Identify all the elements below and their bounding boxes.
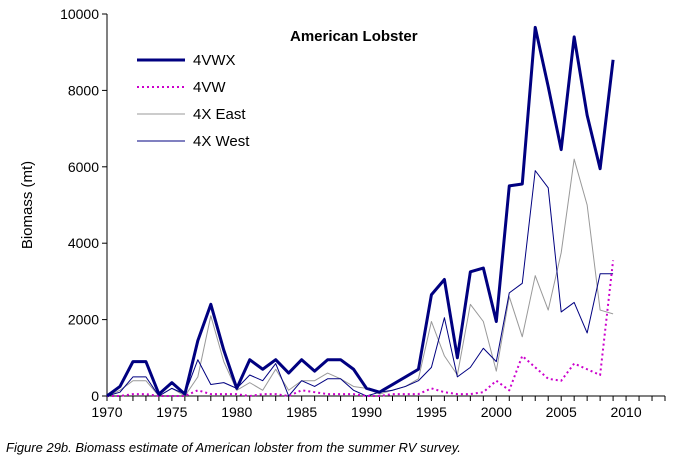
series-line-4x-west xyxy=(106,170,614,397)
x-tick-label: 2000 xyxy=(481,404,512,420)
y-tick-label: 10000 xyxy=(60,6,99,22)
legend-label-4vwx: 4VWX xyxy=(193,52,236,69)
legend-label-4vw: 4VW xyxy=(193,79,226,96)
legend: 4VWX 4VW 4X East 4X West xyxy=(137,52,250,150)
chart-title: American Lobster xyxy=(290,28,418,45)
series-line-4vw xyxy=(107,260,615,397)
x-tick-label: 1970 xyxy=(91,404,122,420)
series-layer xyxy=(106,25,615,398)
figure-caption: Figure 29b. Biomass estimate of American… xyxy=(6,440,461,455)
legend-label-4x-west: 4X West xyxy=(193,133,250,150)
y-tick-label: 2000 xyxy=(68,312,99,328)
x-tick-label: 1980 xyxy=(221,404,252,420)
axes: 0 2000 4000 6000 8000 10000 1970 1975 1980 1985 19… xyxy=(60,6,666,420)
y-tick-label: 8000 xyxy=(68,82,99,98)
x-tick-label: 2010 xyxy=(610,404,641,420)
x-tick-label: 1995 xyxy=(416,404,447,420)
y-tick-label: 0 xyxy=(91,388,99,404)
legend-label-4x-east: 4X East xyxy=(193,106,246,123)
x-tick-label: 1990 xyxy=(351,404,382,420)
series-line-4vwx xyxy=(106,25,615,398)
y-axis-title: Biomass (mt) xyxy=(19,161,36,249)
x-tick-label: 1975 xyxy=(156,404,187,420)
x-tick-label: 2005 xyxy=(546,404,577,420)
y-tick-label: 6000 xyxy=(68,159,99,175)
y-tick-label: 4000 xyxy=(68,235,99,251)
series-line-4x-east xyxy=(106,158,614,397)
x-tick-label: 1985 xyxy=(286,404,317,420)
